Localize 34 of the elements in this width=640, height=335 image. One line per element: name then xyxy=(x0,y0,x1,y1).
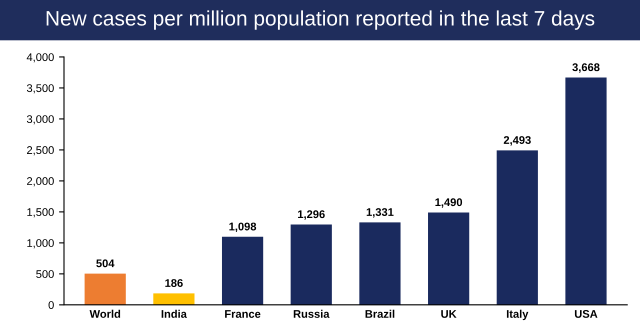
x-tick-label: USA xyxy=(574,310,598,318)
y-tick-label: 0 xyxy=(48,301,54,309)
y-tick-label: 3,500 xyxy=(26,84,54,94)
bar xyxy=(359,222,401,305)
data-label: 1,098 xyxy=(229,222,256,232)
y-tick-label: 4,000 xyxy=(26,53,54,62)
bar xyxy=(290,224,332,305)
bar xyxy=(496,150,538,305)
data-label: 3,668 xyxy=(572,63,600,73)
x-tick-label: India xyxy=(162,310,187,318)
data-label: 504 xyxy=(96,259,114,268)
x-tick-label: UK xyxy=(441,310,457,318)
x-tick-label: Italy xyxy=(506,310,528,320)
y-tick-label: 3,000 xyxy=(26,115,54,124)
x-tick-label: Brazil xyxy=(366,310,394,318)
data-label: 186 xyxy=(165,279,183,287)
y-tick-label: 1,500 xyxy=(27,208,54,218)
y-tick-label: 1,000 xyxy=(27,239,54,248)
bar xyxy=(222,236,264,305)
y-tick-label: 2,500 xyxy=(27,146,54,156)
y-tick-label: 2,000 xyxy=(27,177,54,186)
data-label: 2,493 xyxy=(504,136,531,146)
y-tick-label: 500 xyxy=(36,270,54,278)
data-label: 1,490 xyxy=(435,198,462,208)
data-label: 1,296 xyxy=(298,210,325,220)
bar xyxy=(84,274,126,305)
bar xyxy=(565,78,607,305)
chart-title: New cases per million population reported in the last 7 days xyxy=(46,10,594,30)
bar xyxy=(153,293,194,305)
bar xyxy=(428,212,470,305)
x-tick-label: World xyxy=(90,310,120,318)
x-tick-label: France xyxy=(225,310,260,318)
x-tick-label: Russia xyxy=(294,310,330,318)
data-label: 1,331 xyxy=(366,208,394,218)
